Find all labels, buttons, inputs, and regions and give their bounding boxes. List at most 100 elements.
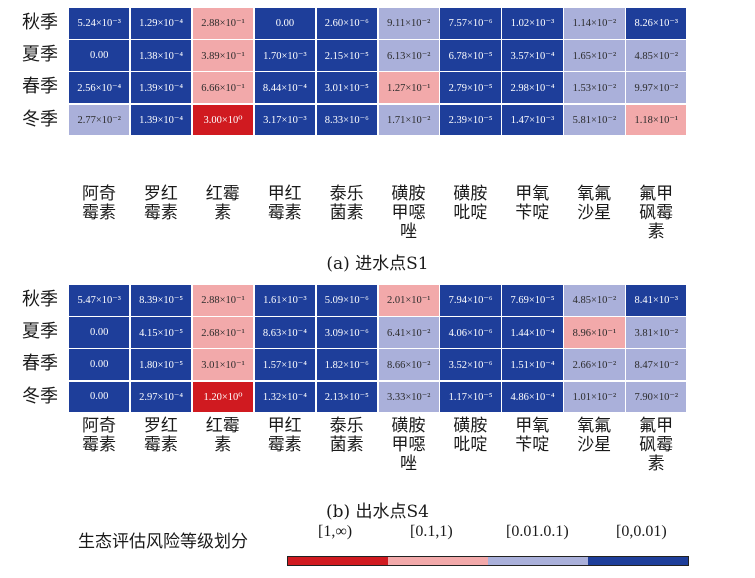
legend-label-0: [1,∞) — [318, 523, 353, 540]
heatmap-cell-s1-r3-c3: 3.17×10⁻³ — [253, 103, 317, 137]
heatmap-cell-s4-r0-c4: 5.09×10⁻⁶ — [315, 284, 378, 317]
heatmap-cell-s1-r1-c1: 1.38×10⁻⁴ — [129, 39, 193, 72]
column-label-s1-2: 红霉素 — [205, 184, 240, 223]
heatmap-cell-s4-r1-c7: 1.44×10⁻⁴ — [501, 316, 564, 349]
heatmap-cell-s1-r3-c8: 5.81×10⁻² — [563, 103, 626, 137]
heatmap-cell-s1-r2-c5: 1.27×10⁻¹ — [377, 71, 440, 105]
panel-caption-s1: (a) 进水点S1 — [326, 254, 429, 274]
heatmap-cell-s1-r1-c6: 6.78×10⁻⁵ — [439, 39, 502, 72]
heatmap-cell-s4-r2-c2: 3.01×10⁻¹ — [191, 348, 255, 382]
row-label-s1-2: 春季 — [22, 76, 58, 98]
legend-swatch-3 — [588, 557, 688, 565]
heatmap-cell-s1-r2-c8: 1.53×10⁻² — [563, 71, 626, 105]
heatmap-cell-s1-r3-c7: 1.47×10⁻³ — [501, 103, 564, 137]
row-label-s4-0: 秋季 — [22, 289, 58, 310]
heatmap-cell-s4-r2-c0: 0.00 — [68, 348, 131, 382]
heatmap-cell-s1-r0-c5: 9.11×10⁻² — [377, 7, 440, 40]
heatmap-cell-s1-r2-c4: 3.01×10⁻⁵ — [315, 71, 378, 105]
heatmap-cell-s1-r1-c2: 3.89×10⁻¹ — [191, 39, 255, 72]
heatmap-cell-s4-r1-c0: 0.00 — [68, 316, 131, 349]
heatmap-cell-s4-r0-c9: 8.41×10⁻³ — [625, 284, 688, 317]
heatmap-cell-s1-r2-c0: 2.56×10⁻⁴ — [68, 71, 131, 105]
heatmap-cell-s4-r1-c9: 3.81×10⁻² — [625, 316, 688, 349]
column-label-s4-2: 红霉素 — [205, 416, 240, 455]
heatmap-cell-s1-r0-c2: 2.88×10⁻¹ — [191, 7, 255, 40]
column-label-s4-3: 甲红 霉素 — [267, 416, 302, 455]
row-label-s4-1: 夏季 — [22, 321, 58, 343]
heatmap-cell-s4-r0-c2: 2.88×10⁻¹ — [191, 284, 255, 317]
legend-label-1: [0.1,1) — [410, 523, 453, 540]
heatmap-cell-s1-r3-c2: 3.00×10⁰ — [191, 103, 255, 137]
heatmap-cell-s1-r1-c0: 0.00 — [68, 39, 131, 72]
column-label-s1-6: 磺胺 吡啶 — [453, 184, 488, 223]
column-label-s1-1: 罗红 霉素 — [143, 184, 178, 223]
heatmap-cell-s1-r2-c7: 2.98×10⁻⁴ — [501, 71, 564, 105]
column-label-s1-0: 阿奇 霉素 — [82, 184, 116, 223]
column-label-s4-7: 甲氧 苄啶 — [515, 416, 550, 455]
heatmap-cell-s4-r1-c3: 8.63×10⁻⁴ — [253, 316, 317, 349]
heatmap-cell-s1-r1-c3: 1.70×10⁻³ — [253, 39, 317, 72]
heatmap-cell-s4-r3-c6: 1.17×10⁻⁵ — [439, 380, 502, 414]
heatmap-cell-s1-r3-c6: 2.39×10⁻⁵ — [439, 103, 502, 137]
heatmap-cell-s4-r2-c4: 1.82×10⁻⁶ — [315, 348, 378, 382]
heatmap-cell-s4-r3-c2: 1.20×10⁰ — [191, 380, 255, 414]
column-label-s1-5: 磺胺 甲噁唑 — [391, 184, 426, 242]
heatmap-cell-s4-r2-c1: 1.80×10⁻⁵ — [129, 348, 193, 382]
heatmap-cell-s4-r1-c5: 6.41×10⁻² — [377, 316, 440, 349]
column-label-s4-8: 氧氟 沙星 — [577, 416, 612, 455]
heatmap-cell-s1-r1-c9: 4.85×10⁻² — [625, 39, 688, 72]
heatmap-cell-s4-r3-c4: 2.13×10⁻⁵ — [315, 380, 378, 414]
column-label-s1-3: 甲红 霉素 — [267, 184, 302, 223]
heatmap-cell-s1-r3-c4: 8.33×10⁻⁶ — [315, 103, 378, 137]
column-label-s1-4: 泰乐 菌素 — [329, 184, 364, 223]
heatmap-cell-s1-r2-c2: 6.66×10⁻¹ — [191, 71, 255, 105]
column-label-s4-6: 磺胺 吡啶 — [453, 416, 488, 455]
column-label-s4-5: 磺胺 甲噁唑 — [391, 416, 426, 474]
heatmap-cell-s1-r3-c1: 1.39×10⁻⁴ — [129, 103, 193, 137]
heatmap-cell-s4-r3-c1: 2.97×10⁻⁴ — [129, 380, 193, 414]
heatmap-cell-s1-r1-c4: 2.15×10⁻⁵ — [315, 39, 378, 72]
legend-swatch-0 — [288, 557, 388, 565]
heatmap-cell-s4-r1-c1: 4.15×10⁻⁵ — [129, 316, 193, 349]
heatmap-cell-s1-r0-c7: 1.02×10⁻³ — [501, 7, 564, 40]
heatmap-cell-s1-r3-c5: 1.71×10⁻² — [377, 103, 440, 137]
heatmap-cell-s4-r1-c8: 8.96×10⁻¹ — [563, 316, 626, 349]
heatmap-cell-s4-r1-c2: 2.68×10⁻¹ — [191, 316, 255, 349]
heatmap-cell-s4-r2-c9: 8.47×10⁻² — [625, 348, 688, 382]
row-label-s1-1: 夏季 — [22, 44, 58, 66]
heatmap-cell-s4-r2-c7: 1.51×10⁻⁴ — [501, 348, 564, 382]
row-label-s1-3: 冬季 — [22, 108, 58, 130]
heatmap-cell-s4-r1-c6: 4.06×10⁻⁶ — [439, 316, 502, 349]
heatmap-cell-s4-r3-c5: 3.33×10⁻² — [377, 380, 440, 414]
heatmap-cell-s1-r0-c0: 5.24×10⁻³ — [68, 7, 131, 40]
column-label-s4-1: 罗红 霉素 — [143, 416, 178, 455]
heatmap-cell-s4-r0-c1: 8.39×10⁻⁵ — [129, 284, 193, 317]
heatmap-cell-s4-r3-c7: 4.86×10⁻⁴ — [501, 380, 564, 414]
heatmap-cell-s4-r0-c8: 4.85×10⁻² — [563, 284, 626, 317]
heatmap-cell-s4-r3-c0: 0.00 — [68, 380, 131, 414]
column-label-s4-4: 泰乐 菌素 — [329, 416, 364, 455]
legend-label-2: [0.01.0.1) — [506, 523, 569, 540]
legend-colorbar — [287, 556, 689, 566]
column-label-s4-0: 阿奇 霉素 — [82, 416, 116, 455]
heatmap-cell-s1-r2-c9: 9.97×10⁻² — [625, 71, 688, 105]
heatmap-cell-s1-r1-c5: 6.13×10⁻² — [377, 39, 440, 72]
heatmap-cell-s1-r1-c7: 3.57×10⁻⁴ — [501, 39, 564, 72]
row-label-s1-0: 秋季 — [22, 12, 58, 33]
heatmap-cell-s1-r0-c9: 8.26×10⁻³ — [625, 7, 688, 40]
column-label-s1-9: 氟甲 砜霉素 — [639, 184, 674, 242]
legend-label-3: [0,0.01) — [616, 523, 667, 540]
column-label-s1-7: 甲氧 苄啶 — [515, 184, 550, 223]
legend-swatch-2 — [488, 557, 588, 565]
heatmap-cell-s1-r0-c1: 1.29×10⁻⁴ — [129, 7, 193, 40]
heatmap-cell-s4-r0-c0: 5.47×10⁻³ — [68, 284, 131, 317]
panel-caption-s4: (b) 出水点S4 — [325, 502, 429, 522]
heatmap-cell-s4-r0-c5: 2.01×10⁻¹ — [377, 284, 440, 317]
heatmap-cell-s4-r3-c8: 1.01×10⁻² — [563, 380, 626, 414]
heatmap-cell-s4-r0-c7: 7.69×10⁻⁵ — [501, 284, 564, 317]
heatmap-cell-s1-r1-c8: 1.65×10⁻² — [563, 39, 626, 72]
heatmap-cell-s1-r0-c8: 1.14×10⁻² — [563, 7, 626, 40]
heatmap-cell-s1-r3-c9: 1.18×10⁻¹ — [625, 103, 688, 137]
heatmap-cell-s4-r2-c5: 8.66×10⁻² — [377, 348, 440, 382]
heatmap-cell-s1-r2-c3: 8.44×10⁻⁴ — [253, 71, 317, 105]
